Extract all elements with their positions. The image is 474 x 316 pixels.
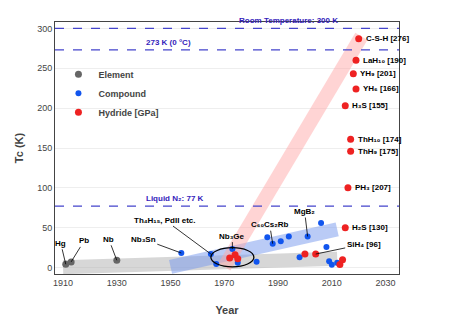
- svg-text:C₆₀Cs₂Rb: C₆₀Cs₂Rb: [251, 220, 289, 229]
- svg-text:Compound: Compound: [98, 89, 146, 99]
- svg-text:Element: Element: [98, 70, 133, 80]
- svg-text:Room Temperature: 300 K: Room Temperature: 300 K: [239, 16, 338, 25]
- svg-text:1950: 1950: [161, 278, 181, 288]
- svg-text:Liquid N₂: 77 K: Liquid N₂: 77 K: [146, 194, 204, 203]
- svg-text:YH₆ [166]: YH₆ [166]: [363, 84, 399, 93]
- svg-text:Nb₃Sn: Nb₃Sn: [131, 235, 156, 244]
- svg-text:Year: Year: [215, 304, 239, 316]
- svg-text:1970: 1970: [214, 278, 234, 288]
- svg-text:MgB₂: MgB₂: [294, 207, 315, 216]
- svg-text:Pb: Pb: [79, 236, 89, 245]
- svg-text:Nb: Nb: [103, 235, 114, 244]
- svg-text:ThH₉ [175]: ThH₉ [175]: [358, 147, 398, 156]
- svg-text:1910: 1910: [53, 278, 73, 288]
- svg-text:300: 300: [37, 24, 52, 34]
- svg-text:100: 100: [37, 183, 52, 193]
- svg-text:2010: 2010: [322, 278, 342, 288]
- svg-text:250: 250: [37, 63, 52, 73]
- svg-text:273 K (0 °C): 273 K (0 °C): [146, 38, 191, 47]
- svg-text:H₃S [155]: H₃S [155]: [352, 101, 388, 110]
- svg-text:Hg: Hg: [55, 239, 66, 248]
- svg-text:1930: 1930: [107, 278, 127, 288]
- svg-text:Nb₃Ge: Nb₃Ge: [219, 232, 245, 241]
- svg-text:Hydride [GPa]: Hydride [GPa]: [98, 108, 158, 118]
- svg-text:Th₄H₁₅, PdII etc.: Th₄H₁₅, PdII etc.: [134, 216, 195, 225]
- svg-text:2030: 2030: [376, 278, 396, 288]
- svg-text:SiH₄ [96]: SiH₄ [96]: [347, 240, 381, 249]
- svg-text:YH₉ [201]: YH₉ [201]: [360, 69, 396, 78]
- svg-text:150: 150: [37, 143, 52, 153]
- svg-text:Tc (K): Tc (K): [13, 132, 25, 163]
- svg-text:50: 50: [42, 223, 52, 233]
- svg-text:LaH₁₀ [190]: LaH₁₀ [190]: [363, 56, 406, 65]
- svg-text:ThH₁₀ [174]: ThH₁₀ [174]: [358, 135, 402, 144]
- svg-text:C-S-H [276]: C-S-H [276]: [366, 34, 409, 43]
- svg-text:200: 200: [37, 103, 52, 113]
- svg-text:0: 0: [47, 263, 52, 273]
- svg-text:H₂S [130]: H₂S [130]: [352, 223, 388, 232]
- svg-text:PH₃ [207]: PH₃ [207]: [355, 183, 391, 192]
- svg-text:1990: 1990: [268, 278, 288, 288]
